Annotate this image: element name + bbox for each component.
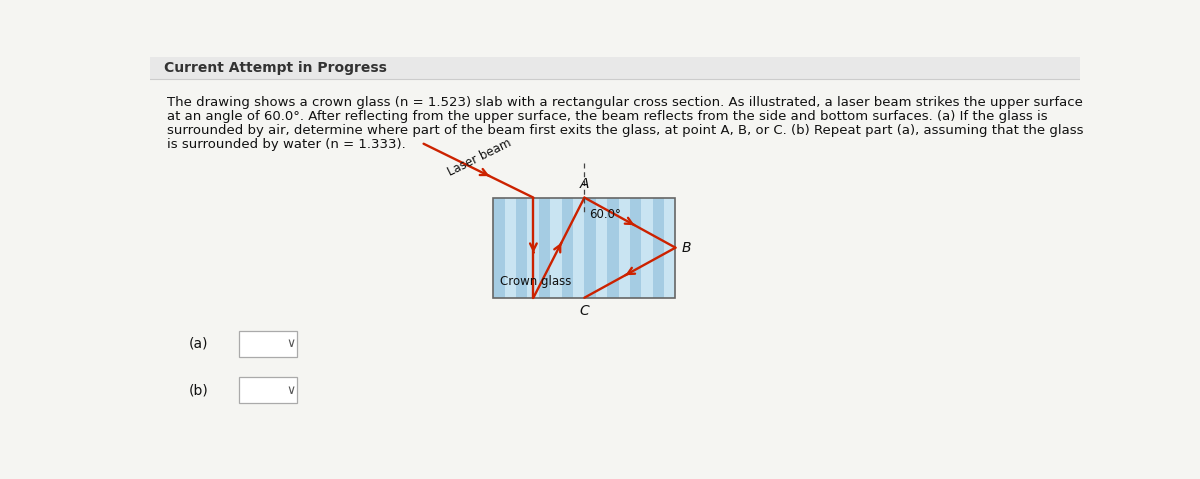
Text: Crown glass: Crown glass xyxy=(499,275,571,288)
Text: is surrounded by water (n = 1.333).: is surrounded by water (n = 1.333). xyxy=(167,137,406,150)
Bar xyxy=(584,198,595,298)
Text: Laser beam: Laser beam xyxy=(445,136,514,178)
Bar xyxy=(664,198,676,298)
Bar xyxy=(595,198,607,298)
Bar xyxy=(630,198,641,298)
Bar xyxy=(150,57,1080,79)
Text: ∨: ∨ xyxy=(287,384,295,397)
Text: 60.0°: 60.0° xyxy=(589,208,620,221)
Bar xyxy=(493,198,676,298)
Bar xyxy=(239,377,298,403)
Bar xyxy=(562,198,574,298)
Text: (b): (b) xyxy=(188,383,208,397)
Bar xyxy=(653,198,664,298)
Bar xyxy=(539,198,551,298)
Text: B: B xyxy=(682,240,691,255)
Text: The drawing shows a crown glass (n = 1.523) slab with a rectangular cross sectio: The drawing shows a crown glass (n = 1.5… xyxy=(167,96,1082,109)
Text: surrounded by air, determine where part of the beam first exits the glass, at po: surrounded by air, determine where part … xyxy=(167,124,1084,137)
Bar xyxy=(493,198,676,298)
Text: A: A xyxy=(580,177,589,192)
Bar xyxy=(239,331,298,357)
Bar xyxy=(607,198,618,298)
Text: C: C xyxy=(580,304,589,318)
Text: (a): (a) xyxy=(188,337,208,351)
Bar xyxy=(618,198,630,298)
Text: Current Attempt in Progress: Current Attempt in Progress xyxy=(164,61,386,75)
Bar xyxy=(528,198,539,298)
Text: ∨: ∨ xyxy=(287,337,295,351)
Bar xyxy=(505,198,516,298)
Bar xyxy=(551,198,562,298)
Bar xyxy=(516,198,528,298)
Text: at an angle of 60.0°. After reflecting from the upper surface, the beam reflects: at an angle of 60.0°. After reflecting f… xyxy=(167,110,1048,123)
Bar xyxy=(493,198,505,298)
Bar xyxy=(641,198,653,298)
Bar xyxy=(574,198,584,298)
